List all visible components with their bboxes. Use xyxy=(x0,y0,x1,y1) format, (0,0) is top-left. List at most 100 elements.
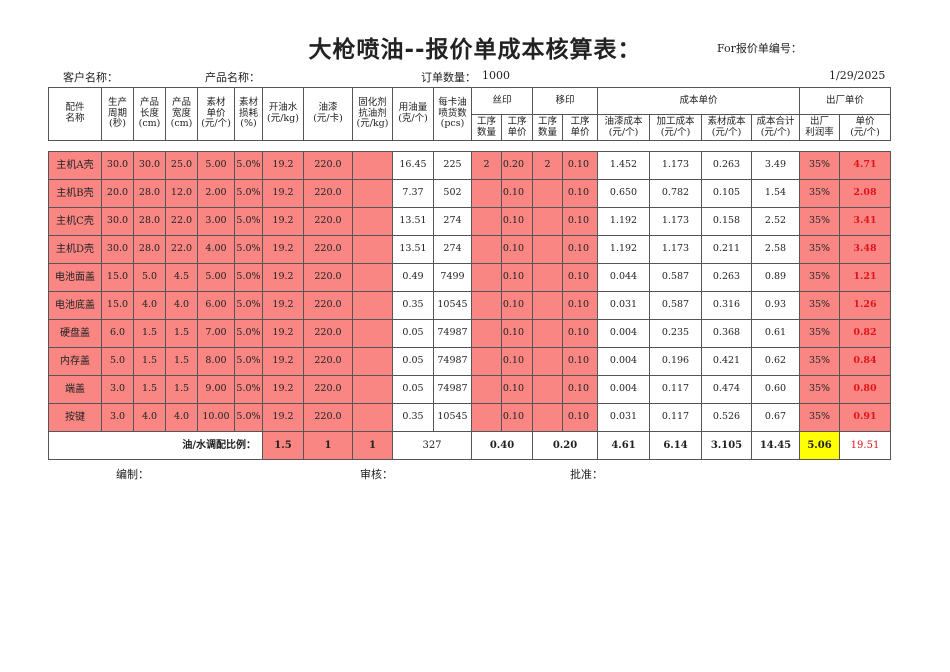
part-name[interactable]: 端盖 xyxy=(48,375,102,404)
pad-qty-cell[interactable] xyxy=(532,375,563,404)
pad-qty-cell[interactable] xyxy=(532,179,563,208)
mix-ratio-3[interactable]: 1 xyxy=(352,431,393,460)
profit-rate-cell[interactable]: 35% xyxy=(799,403,840,432)
cycle-cell[interactable]: 3.0 xyxy=(101,403,134,432)
silk-qty-cell[interactable] xyxy=(471,347,502,376)
cycle-cell[interactable]: 15.0 xyxy=(101,263,134,292)
width-cell[interactable]: 1.5 xyxy=(165,319,198,348)
profit-rate-cell[interactable]: 35% xyxy=(799,207,840,236)
width-cell[interactable]: 22.0 xyxy=(165,235,198,264)
curing-cell[interactable] xyxy=(352,375,393,404)
silk-price-cell[interactable]: 0.10 xyxy=(501,403,533,432)
width-cell[interactable]: 1.5 xyxy=(165,347,198,376)
width-cell[interactable]: 25.0 xyxy=(165,151,198,180)
width-cell[interactable]: 4.5 xyxy=(165,263,198,292)
part-name[interactable]: 电池底盖 xyxy=(48,291,102,320)
silk-price-cell[interactable]: 0.10 xyxy=(501,319,533,348)
unit-price-cell[interactable]: 3.41 xyxy=(839,207,891,236)
material-price-cell[interactable]: 3.00 xyxy=(197,207,235,236)
curing-cell[interactable] xyxy=(352,347,393,376)
profit-rate-cell[interactable]: 35% xyxy=(799,291,840,320)
paint-cell[interactable]: 220.0 xyxy=(303,375,353,404)
silk-qty-cell[interactable] xyxy=(471,207,502,236)
cycle-cell[interactable]: 30.0 xyxy=(101,207,134,236)
pad-qty-cell[interactable] xyxy=(532,235,563,264)
length-cell[interactable]: 1.5 xyxy=(133,375,166,404)
material-loss-cell[interactable]: 5.0% xyxy=(234,403,263,432)
cycle-cell[interactable]: 30.0 xyxy=(101,235,134,264)
curing-cell[interactable] xyxy=(352,263,393,292)
length-cell[interactable]: 28.0 xyxy=(133,207,166,236)
silk-qty-cell[interactable]: 2 xyxy=(471,151,502,180)
thinner-cell[interactable]: 19.2 xyxy=(262,179,304,208)
pad-price-cell[interactable]: 0.10 xyxy=(562,179,598,208)
unit-price-cell[interactable]: 2.08 xyxy=(839,179,891,208)
paint-cell[interactable]: 220.0 xyxy=(303,207,353,236)
silk-qty-cell[interactable] xyxy=(471,263,502,292)
thinner-cell[interactable]: 19.2 xyxy=(262,319,304,348)
paint-cell[interactable]: 220.0 xyxy=(303,291,353,320)
width-cell[interactable]: 12.0 xyxy=(165,179,198,208)
unit-price-cell[interactable]: 1.21 xyxy=(839,263,891,292)
pad-price-cell[interactable]: 0.10 xyxy=(562,375,598,404)
silk-price-cell[interactable]: 0.10 xyxy=(501,235,533,264)
part-name[interactable]: 主机A壳 xyxy=(48,151,102,180)
profit-rate-cell[interactable]: 35% xyxy=(799,151,840,180)
profit-rate-cell[interactable]: 35% xyxy=(799,235,840,264)
silk-qty-cell[interactable] xyxy=(471,375,502,404)
unit-price-cell[interactable]: 1.26 xyxy=(839,291,891,320)
silk-qty-cell[interactable] xyxy=(471,403,502,432)
unit-price-cell[interactable]: 0.80 xyxy=(839,375,891,404)
length-cell[interactable]: 1.5 xyxy=(133,319,166,348)
curing-cell[interactable] xyxy=(352,235,393,264)
silk-price-cell[interactable]: 0.10 xyxy=(501,263,533,292)
thinner-cell[interactable]: 19.2 xyxy=(262,207,304,236)
pad-price-cell[interactable]: 0.10 xyxy=(562,319,598,348)
paint-cell[interactable]: 220.0 xyxy=(303,151,353,180)
width-cell[interactable]: 4.0 xyxy=(165,403,198,432)
cycle-cell[interactable]: 20.0 xyxy=(101,179,134,208)
pad-qty-cell[interactable] xyxy=(532,291,563,320)
part-name[interactable]: 主机C壳 xyxy=(48,207,102,236)
paint-cell[interactable]: 220.0 xyxy=(303,235,353,264)
silk-price-cell[interactable]: 0.20 xyxy=(501,151,533,180)
pad-price-cell[interactable]: 0.10 xyxy=(562,291,598,320)
pad-qty-cell[interactable] xyxy=(532,403,563,432)
paint-cell[interactable]: 220.0 xyxy=(303,263,353,292)
material-loss-cell[interactable]: 5.0% xyxy=(234,179,263,208)
silk-price-cell[interactable]: 0.10 xyxy=(501,347,533,376)
width-cell[interactable]: 4.0 xyxy=(165,291,198,320)
silk-qty-cell[interactable] xyxy=(471,319,502,348)
length-cell[interactable]: 28.0 xyxy=(133,179,166,208)
silk-price-cell[interactable]: 0.10 xyxy=(501,179,533,208)
length-cell[interactable]: 30.0 xyxy=(133,151,166,180)
pad-price-cell[interactable]: 0.10 xyxy=(562,347,598,376)
part-name[interactable]: 硬盘盖 xyxy=(48,319,102,348)
material-price-cell[interactable]: 5.00 xyxy=(197,263,235,292)
mix-ratio-2[interactable]: 1 xyxy=(303,431,353,460)
paint-cell[interactable]: 220.0 xyxy=(303,403,353,432)
cycle-cell[interactable]: 15.0 xyxy=(101,291,134,320)
unit-price-cell[interactable]: 4.71 xyxy=(839,151,891,180)
unit-price-cell[interactable]: 0.82 xyxy=(839,319,891,348)
thinner-cell[interactable]: 19.2 xyxy=(262,403,304,432)
paint-cell[interactable]: 220.0 xyxy=(303,179,353,208)
thinner-cell[interactable]: 19.2 xyxy=(262,375,304,404)
total-profit[interactable]: 5.06 xyxy=(799,431,840,460)
material-loss-cell[interactable]: 5.0% xyxy=(234,235,263,264)
curing-cell[interactable] xyxy=(352,151,393,180)
material-price-cell[interactable]: 5.00 xyxy=(197,151,235,180)
unit-price-cell[interactable]: 0.91 xyxy=(839,403,891,432)
paint-cell[interactable]: 220.0 xyxy=(303,319,353,348)
profit-rate-cell[interactable]: 35% xyxy=(799,375,840,404)
silk-price-cell[interactable]: 0.10 xyxy=(501,291,533,320)
material-price-cell[interactable]: 9.00 xyxy=(197,375,235,404)
length-cell[interactable]: 4.0 xyxy=(133,403,166,432)
thinner-cell[interactable]: 19.2 xyxy=(262,235,304,264)
material-loss-cell[interactable]: 5.0% xyxy=(234,291,263,320)
pad-qty-cell[interactable] xyxy=(532,207,563,236)
thinner-cell[interactable]: 19.2 xyxy=(262,291,304,320)
pad-price-cell[interactable]: 0.10 xyxy=(562,263,598,292)
silk-price-cell[interactable]: 0.10 xyxy=(501,207,533,236)
material-loss-cell[interactable]: 5.0% xyxy=(234,375,263,404)
